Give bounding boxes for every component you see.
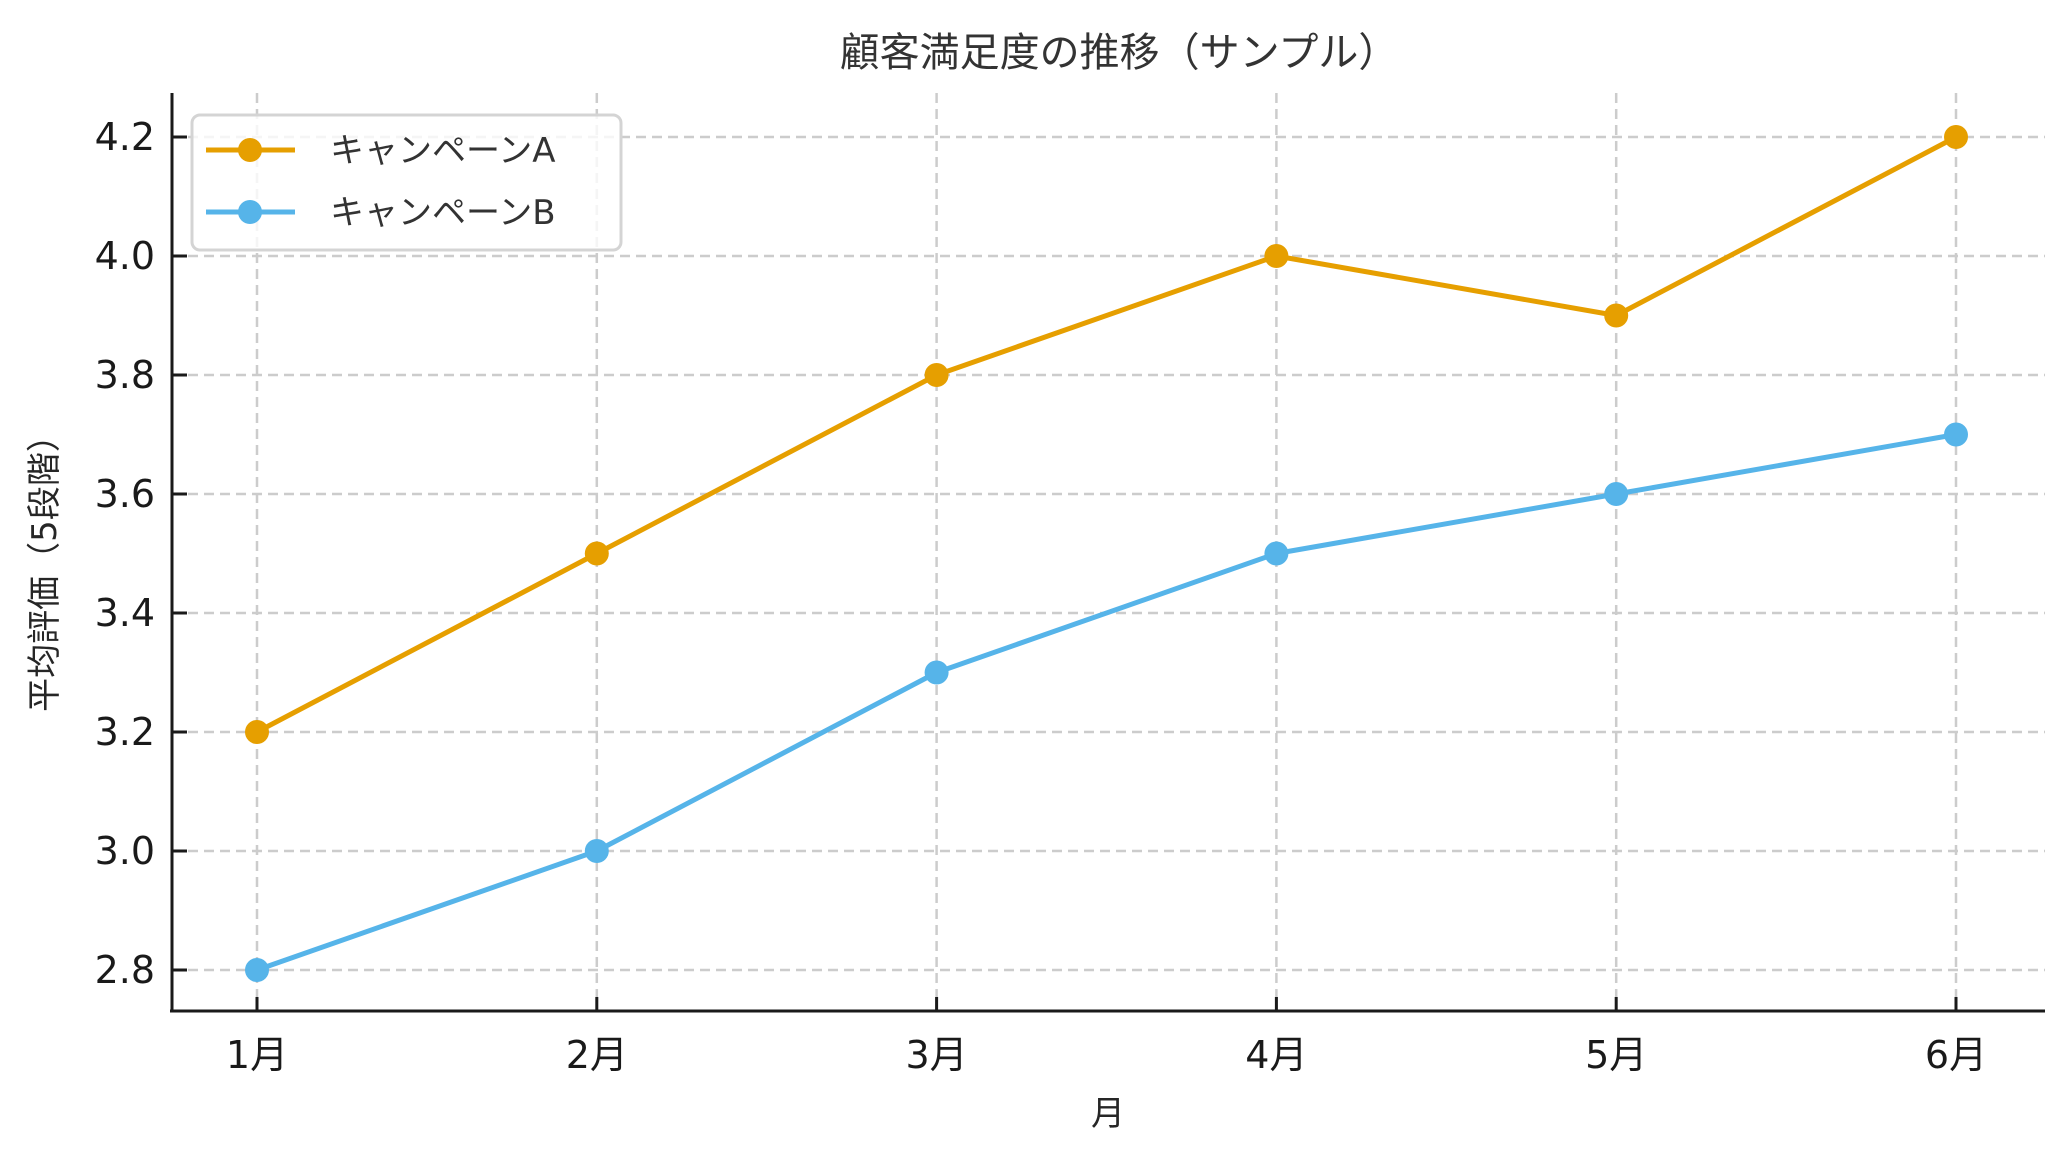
data-point	[584, 541, 609, 566]
series-lines	[245, 125, 1968, 982]
series-line	[255, 134, 1958, 735]
legend-box	[190, 113, 623, 252]
data-point	[1264, 541, 1289, 566]
legend-marker	[238, 200, 262, 224]
data-point	[924, 363, 949, 387]
y-tick-labels: 2.8 3.0 3.2 3.4 3.6 3.8 4.0 4.2	[95, 115, 187, 992]
data-point	[245, 720, 269, 744]
data-point	[584, 839, 609, 863]
data-point	[1604, 482, 1629, 506]
data-point	[924, 660, 949, 685]
x-axis-label: 月	[1091, 1094, 1125, 1134]
legend-label: キャンペーンB	[330, 193, 556, 233]
y-tick-label: 3.2	[95, 710, 155, 754]
legend-marker	[238, 138, 262, 162]
x-tick-label: 5月	[1585, 1033, 1647, 1077]
data-point	[1944, 422, 1968, 447]
data-point	[1264, 244, 1289, 268]
y-tick-label: 4.2	[95, 115, 155, 159]
y-tick-label: 3.6	[95, 472, 155, 516]
y-axis-label: 平均評価（5段階）	[25, 418, 65, 712]
x-tick-label: 2月	[566, 1033, 628, 1077]
data-point	[1604, 303, 1629, 328]
data-point	[1944, 125, 1968, 149]
x-tick-labels: 1月 2月 3月 4月 5月 6月	[226, 997, 1987, 1077]
series-line	[256, 432, 1957, 973]
legend: キャンペーンA キャンペーンB	[190, 113, 623, 252]
x-tick-label: 1月	[226, 1033, 288, 1077]
x-tick-label: 3月	[906, 1033, 968, 1077]
legend-label: キャンペーンA	[330, 131, 556, 171]
y-tick-label: 3.4	[95, 591, 155, 635]
y-tick-label: 3.0	[95, 829, 155, 873]
y-tick-label: 4.0	[95, 234, 155, 278]
y-tick-label: 2.8	[95, 948, 155, 992]
x-tick-label: 4月	[1245, 1033, 1307, 1077]
data-point	[245, 958, 269, 982]
chart-title: 顧客満足度の推移（サンプル）	[840, 30, 1399, 76]
x-tick-label: 6月	[1925, 1033, 1987, 1077]
axes	[170, 93, 2045, 1013]
y-tick-label: 3.8	[95, 353, 155, 397]
